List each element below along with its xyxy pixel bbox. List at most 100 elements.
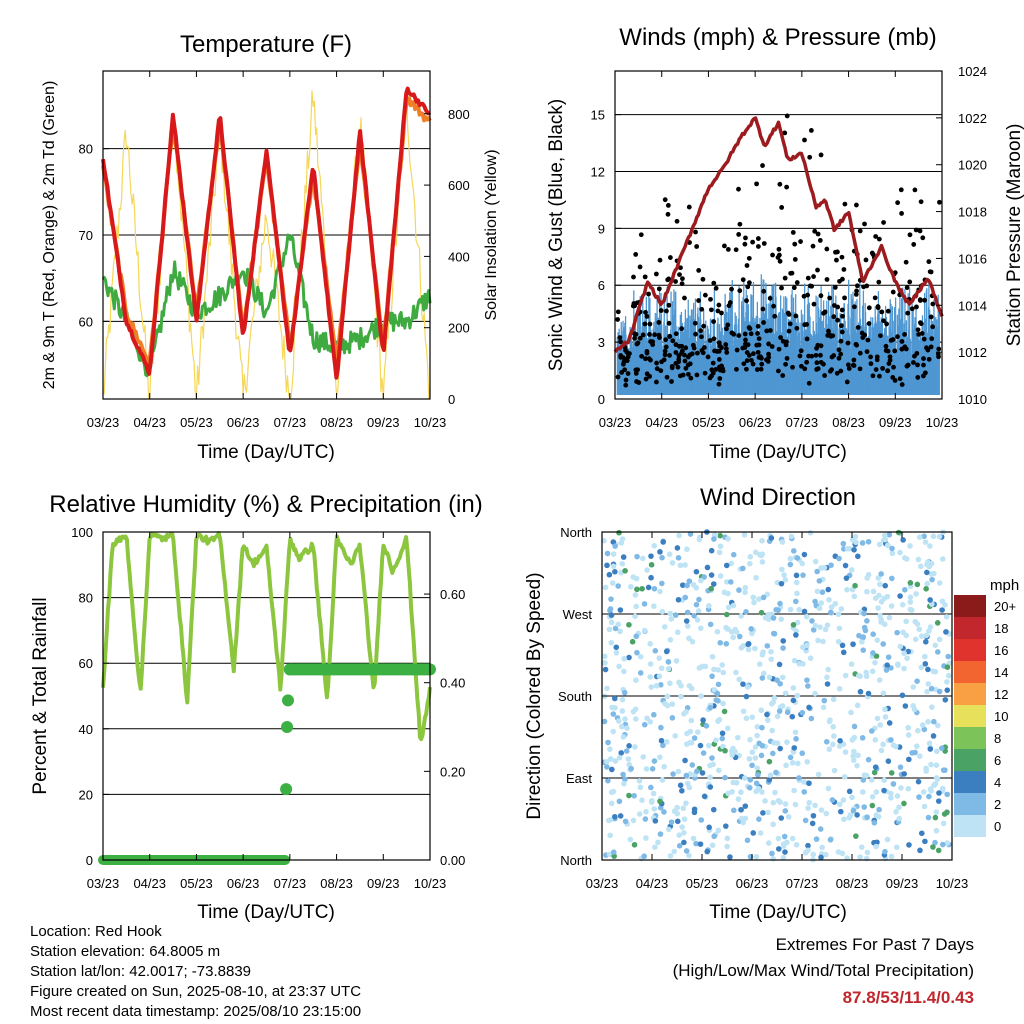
direction-point [882, 706, 888, 713]
direction-point [607, 606, 614, 612]
direction-point [612, 705, 618, 711]
direction-point [851, 748, 857, 755]
direction-point [636, 811, 643, 817]
gust-point [737, 221, 743, 227]
gust-point [744, 358, 750, 363]
gust-point [707, 338, 713, 343]
direction-point [747, 553, 754, 560]
direction-point [714, 628, 721, 635]
y-right-tick-label: 1016 [958, 251, 987, 266]
direction-point [730, 634, 736, 641]
gust-point [643, 376, 649, 382]
gust-point [880, 365, 886, 371]
direction-point [771, 740, 777, 746]
y-tick-label: 70 [79, 228, 93, 243]
gust-point [711, 280, 717, 286]
gust-point [766, 354, 772, 360]
gust-point [915, 362, 920, 368]
direction-point [869, 777, 875, 783]
direction-point [784, 839, 790, 846]
direction-point [639, 555, 646, 562]
temperature-ylabel: 2m & 9m T (Red, Orange) & 2m Td (Green) [41, 81, 58, 390]
gust-point [711, 319, 717, 324]
gust-point [864, 349, 870, 355]
direction-point [634, 586, 640, 593]
gust-point [673, 331, 679, 337]
direction-point [675, 768, 682, 775]
gust-point [832, 284, 838, 290]
temperature-title: Temperature (F) [180, 31, 352, 58]
gust-point [792, 241, 798, 247]
direction-point [706, 603, 712, 609]
gust-point [810, 243, 816, 249]
direction-point [691, 612, 697, 619]
gust-point [829, 354, 835, 360]
direction-point [900, 537, 906, 543]
direction-point [636, 778, 643, 784]
gust-point [700, 276, 706, 282]
direction-point [755, 771, 761, 778]
direction-point [824, 622, 831, 628]
gust-point [854, 283, 860, 289]
gust-point [665, 211, 671, 217]
direction-point [796, 660, 803, 667]
direction-point [755, 785, 762, 792]
y-right-tick-label: 0 [448, 392, 455, 407]
direction-point [657, 754, 663, 760]
gust-point [675, 364, 681, 370]
direction-point [829, 797, 836, 803]
x-tick-label: 09/23 [367, 876, 400, 891]
gust-point [925, 347, 931, 353]
gust-point [815, 267, 820, 273]
direction-point [839, 850, 846, 857]
direction-point [714, 690, 721, 697]
direction-point [761, 670, 767, 677]
direction-point [815, 771, 822, 778]
gust-point [928, 344, 934, 350]
direction-point [633, 633, 640, 640]
direction-point [684, 546, 690, 553]
gust-point [643, 356, 648, 362]
direction-point [677, 562, 684, 569]
direction-point [651, 603, 657, 609]
direction-point [859, 540, 866, 546]
direction-point [944, 679, 950, 685]
direction-point [719, 735, 726, 742]
direction-point [921, 803, 928, 810]
direction-point [656, 673, 663, 680]
gust-point [824, 277, 830, 282]
direction-point [752, 744, 759, 750]
direction-point [930, 533, 937, 540]
direction-point [905, 785, 912, 792]
gust-point [784, 356, 790, 361]
direction-point [793, 628, 799, 634]
gust-point [673, 342, 679, 348]
gust-point [736, 232, 742, 237]
direction-point [632, 592, 639, 598]
direction-point [622, 716, 628, 722]
direction-point [792, 729, 799, 736]
direction-point [601, 537, 607, 544]
legend-label: 2 [994, 797, 1001, 812]
direction-point [896, 804, 902, 811]
gust-point [890, 289, 896, 295]
gust-point [921, 336, 927, 342]
gust-point [920, 235, 926, 241]
direction-point [618, 723, 625, 730]
direction-point [842, 672, 849, 679]
gust-point [624, 349, 630, 355]
direction-point [736, 633, 743, 640]
direction-point [796, 775, 802, 781]
direction-point [686, 852, 692, 859]
direction-point [701, 793, 708, 800]
gust-point [907, 232, 913, 238]
y-right-tick-label: 1018 [958, 205, 987, 220]
direction-point [754, 732, 760, 739]
gust-point [693, 331, 698, 337]
gust-point [709, 367, 715, 373]
gust-point [663, 337, 669, 343]
direction-point [730, 745, 736, 752]
direction-point [724, 843, 730, 850]
y-tick-label: 6 [598, 278, 605, 293]
gust-point [794, 325, 800, 331]
